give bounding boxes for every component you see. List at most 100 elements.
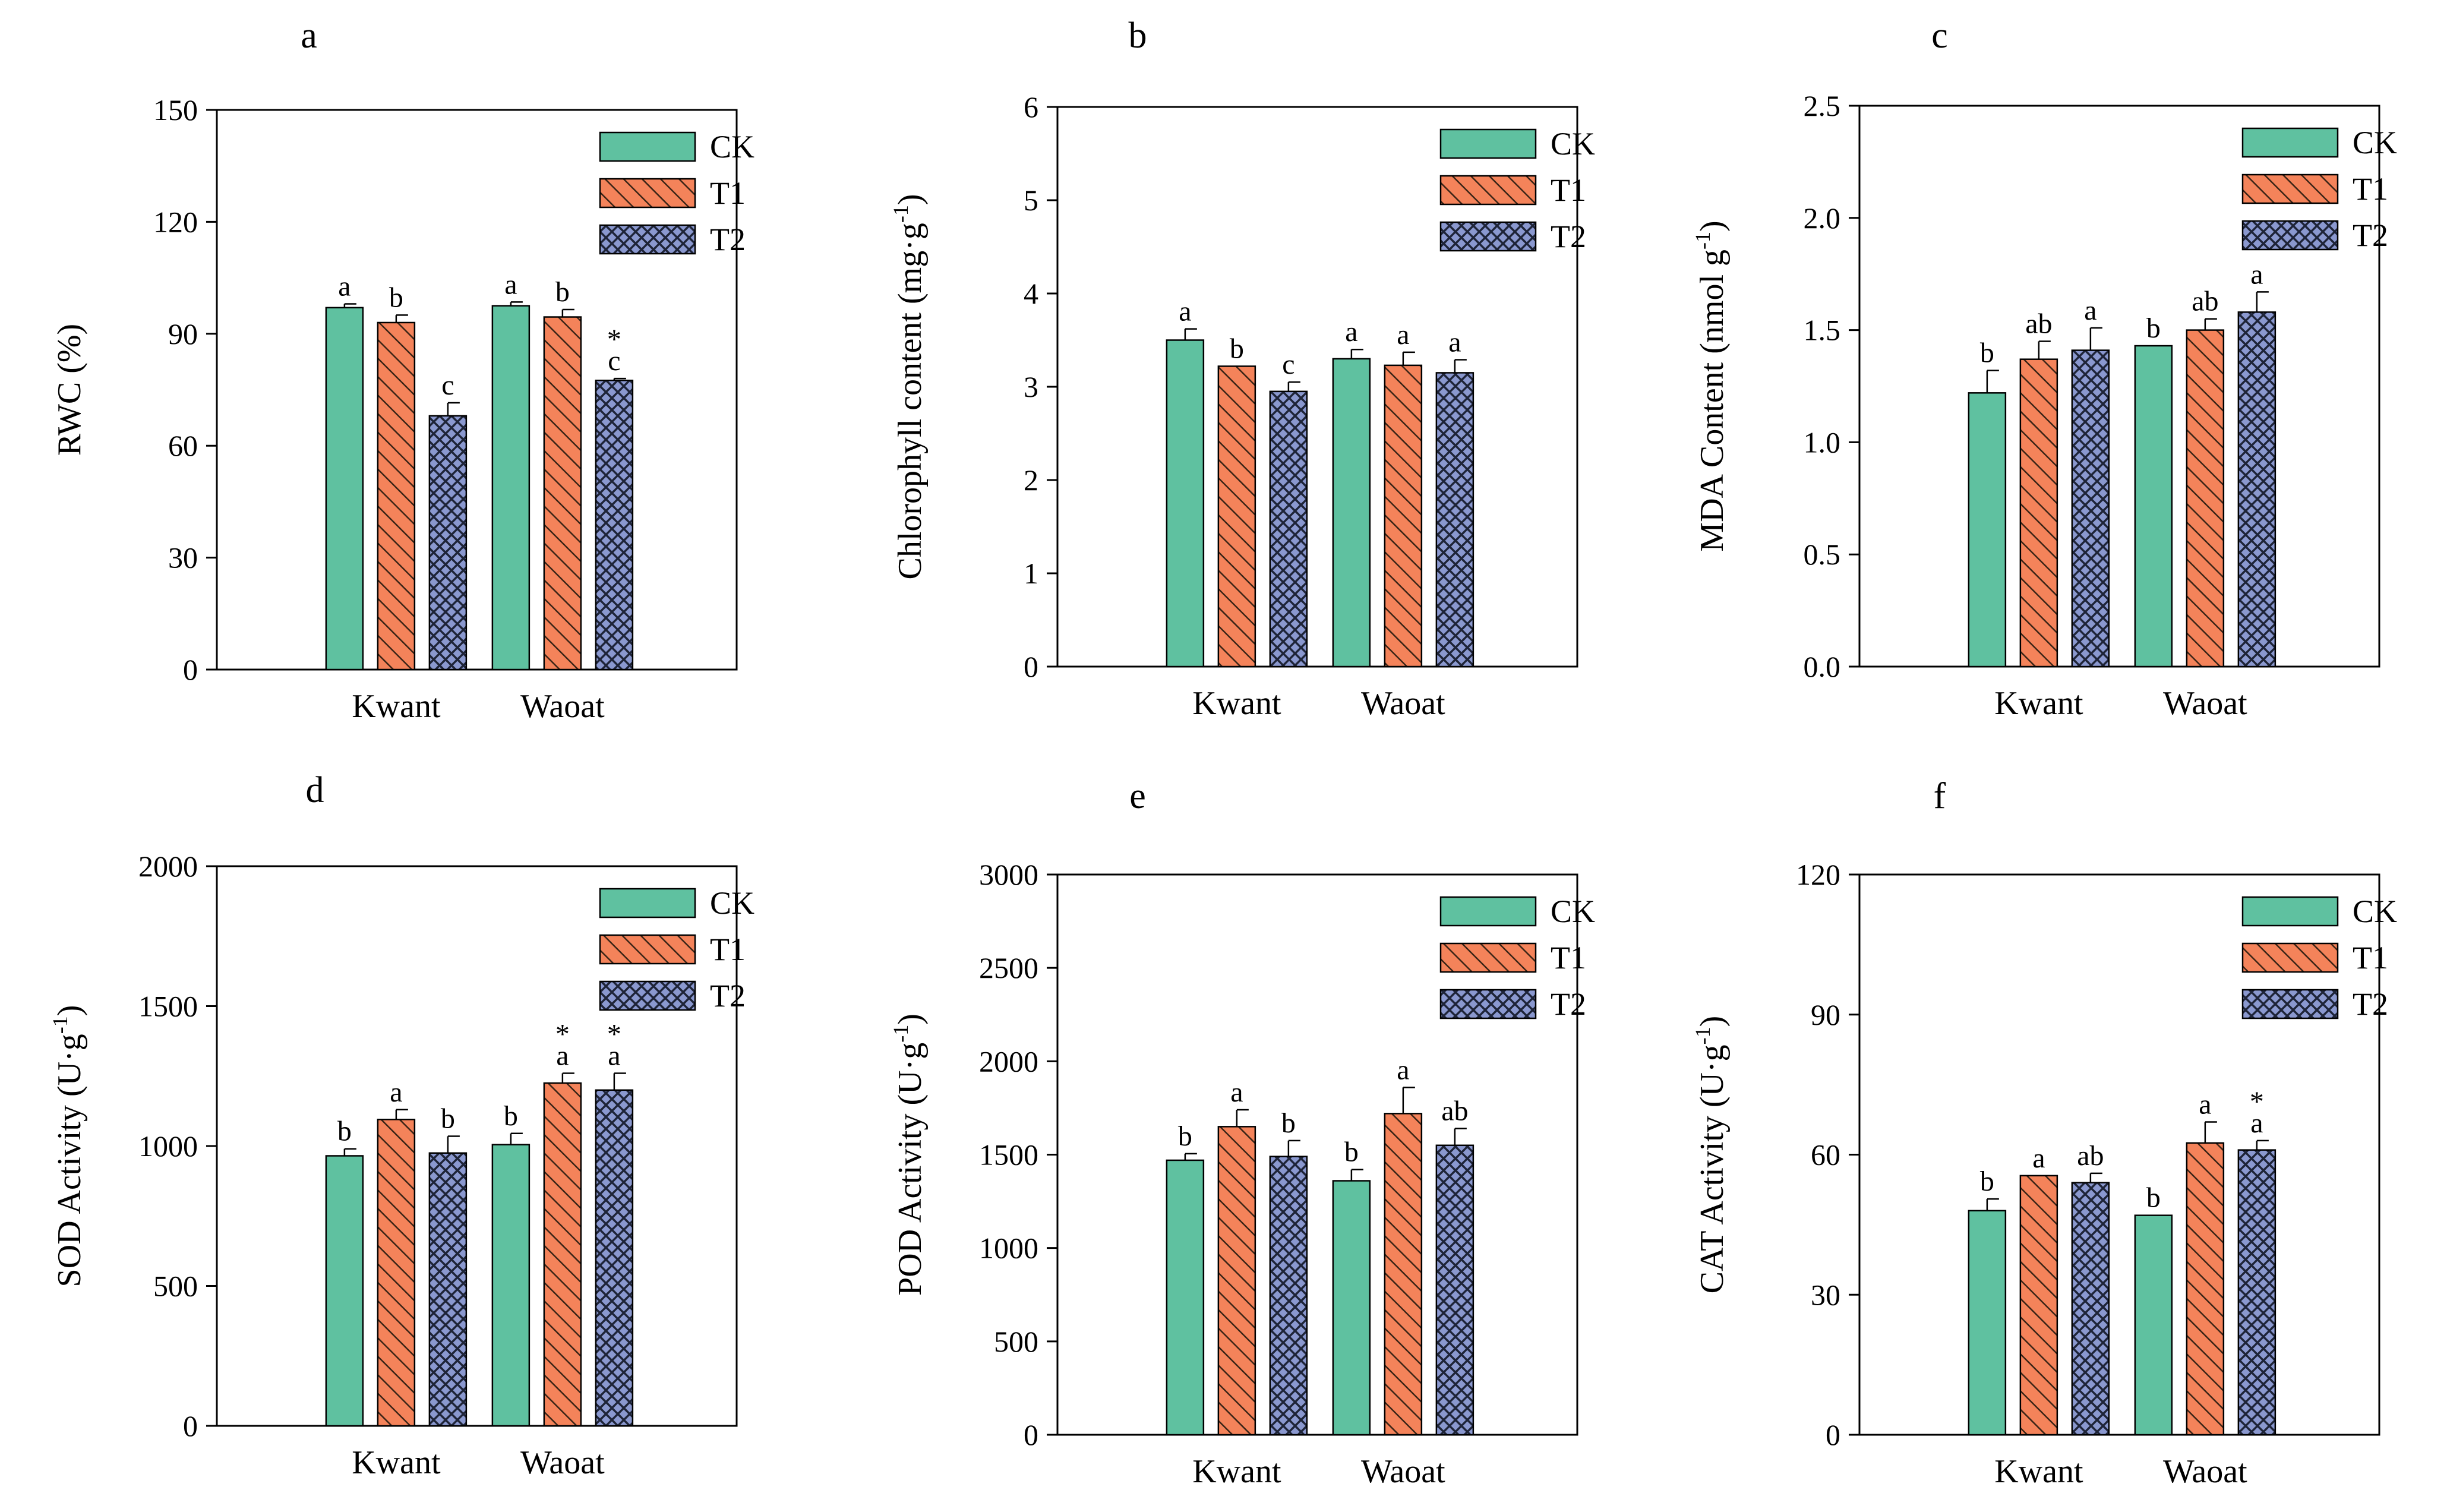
- significance-label: b: [1980, 1166, 1994, 1197]
- y-tick-label: 3: [1024, 370, 1038, 403]
- bar-T1: [1217, 1126, 1256, 1436]
- legend-label: T1: [710, 175, 746, 211]
- significance-label: a: [1397, 1054, 1409, 1085]
- y-tick-label: 500: [153, 1270, 198, 1303]
- significance-label: a: [608, 1040, 620, 1072]
- legend-swatch-T1: [2241, 173, 2339, 204]
- significance-label: ab: [2192, 286, 2218, 317]
- legend-swatch-CK: [2241, 896, 2339, 927]
- bar-CK: [1968, 1210, 2007, 1436]
- y-tick-label: 0: [183, 653, 198, 686]
- legend-label: CK: [710, 129, 754, 165]
- significance-label: b: [389, 282, 403, 313]
- significance-label: a: [1179, 296, 1191, 327]
- bar-T2: [428, 415, 468, 671]
- significance-label: b: [2146, 312, 2161, 344]
- bar-CK: [2134, 1214, 2173, 1436]
- y-tick-label: 2500: [979, 951, 1038, 984]
- chart-panel-c: c 0.0 0.5 1.0 1.5 2.0 2.5 MDA Content (nmol g-1…: [1691, 15, 2397, 722]
- chart-panel-e: e 0 500 1000 1500 2000 2500 3000 POD Activity (U…: [889, 776, 1595, 1490]
- y-tick-label: 0.0: [1804, 650, 1841, 683]
- significance-label: a: [504, 269, 517, 300]
- y-tick-label: 1: [1024, 557, 1038, 590]
- y-tick-label: 0.5: [1804, 538, 1841, 571]
- y-tick-label: 1500: [138, 990, 198, 1023]
- y-axis-label: MDA Content (nmol g-1): [1691, 220, 1731, 551]
- y-tick-label: 2000: [138, 850, 198, 883]
- bar-T2: [595, 1089, 634, 1427]
- panel-letter: b: [1129, 15, 1147, 56]
- legend-label: T1: [2353, 940, 2388, 976]
- legend-label: CK: [1551, 894, 1595, 929]
- y-tick-label: 3000: [979, 858, 1038, 891]
- x-category-label: Waoat: [1361, 685, 1445, 722]
- y-tick-label: 2.5: [1804, 89, 1841, 122]
- significance-label: a: [2250, 1107, 2263, 1139]
- bar-T2: [1435, 1144, 1474, 1436]
- x-category-label: Kwant: [1994, 1453, 2083, 1490]
- bar-T2: [1435, 372, 1474, 668]
- y-tick-label: 1.0: [1804, 425, 1841, 459]
- legend-swatch-CK: [599, 888, 696, 918]
- bar-T2: [2071, 349, 2110, 668]
- bar-T1: [2186, 1142, 2225, 1436]
- y-tick-label: 0: [1024, 650, 1038, 683]
- significance-label: b: [1230, 333, 1244, 364]
- bar-T1: [1384, 364, 1423, 668]
- y-tick-label: 120: [153, 205, 198, 238]
- legend-swatch-T2: [2241, 220, 2339, 251]
- bar-CK: [1166, 339, 1205, 668]
- bar-CK: [325, 1155, 364, 1427]
- y-tick-label: 90: [1811, 998, 1840, 1031]
- legend-label: T2: [1551, 986, 1586, 1022]
- bar-T1: [377, 1119, 416, 1427]
- y-tick-label: 4: [1024, 277, 1038, 310]
- plot-frame: [216, 109, 738, 671]
- significance-label: a: [1230, 1077, 1243, 1108]
- significance-label: c: [1282, 349, 1294, 380]
- legend-label: T1: [710, 932, 746, 967]
- x-category-label: Waoat: [1361, 1453, 1445, 1490]
- significance-label: c: [608, 345, 620, 377]
- x-category-label: Waoat: [520, 688, 605, 725]
- significance-label: b: [504, 1100, 518, 1132]
- bar-T1: [543, 1082, 582, 1427]
- y-tick-label: 150: [153, 93, 198, 127]
- x-category-label: Kwant: [1192, 1453, 1281, 1490]
- x-category-label: Waoat: [2163, 685, 2247, 722]
- y-tick-label: 120: [1796, 858, 1840, 891]
- legend-swatch-T2: [599, 224, 696, 255]
- significance-label: a: [1448, 326, 1461, 358]
- panel-letter: a: [301, 15, 317, 56]
- y-tick-label: 0: [1826, 1418, 1840, 1451]
- legend-swatch-CK: [2241, 127, 2339, 158]
- legend-label: T1: [1551, 940, 1586, 976]
- x-category-label: Kwant: [352, 688, 441, 725]
- y-axis-label: RWC (%): [51, 324, 88, 456]
- legend-swatch-T1: [1439, 942, 1537, 973]
- legend-label: CK: [2353, 894, 2397, 929]
- legend-label: T2: [2353, 986, 2388, 1022]
- legend-label: T2: [2353, 217, 2388, 253]
- panel-letter: d: [306, 770, 324, 810]
- legend-swatch-CK: [599, 131, 696, 162]
- y-tick-label: 2.0: [1804, 201, 1841, 235]
- legend-label: T2: [710, 978, 746, 1014]
- bar-T2: [2237, 311, 2277, 668]
- panel-letter: c: [1931, 15, 1948, 56]
- legend-swatch-T1: [1439, 175, 1537, 206]
- significance-label: b: [1980, 337, 1994, 369]
- significance-label: a: [556, 1040, 569, 1072]
- significance-label: a: [2084, 295, 2096, 326]
- bar-T2: [2071, 1182, 2110, 1436]
- significance-label: ab: [2025, 308, 2052, 339]
- significance-star: *: [555, 1019, 570, 1050]
- significance-label: a: [390, 1077, 402, 1108]
- y-tick-label: 2000: [979, 1044, 1038, 1078]
- bar-CK: [491, 305, 531, 671]
- significance-label: b: [1178, 1120, 1192, 1152]
- y-tick-label: 90: [168, 317, 198, 351]
- y-tick-label: 0: [183, 1409, 198, 1442]
